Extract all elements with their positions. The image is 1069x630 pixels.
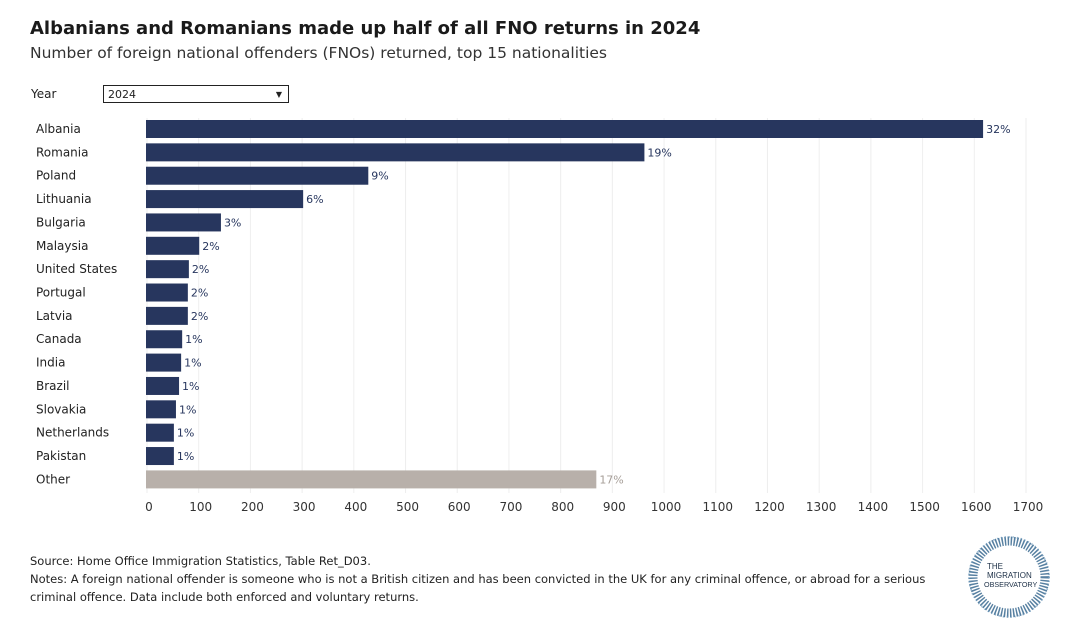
x-tick-label: 1300 xyxy=(806,500,837,514)
x-tick-label: 200 xyxy=(241,500,264,514)
footer-notes: Source: Home Office Immigration Statisti… xyxy=(30,552,960,606)
category-label: Portugal xyxy=(36,286,86,300)
x-tick-label: 100 xyxy=(189,500,212,514)
category-label: United States xyxy=(36,262,117,276)
svg-text:MIGRATION: MIGRATION xyxy=(987,571,1032,580)
year-dropdown[interactable]: 2024 ▼ xyxy=(103,85,289,103)
bar-other xyxy=(146,470,597,489)
category-label: Romania xyxy=(36,145,88,159)
x-tick-label: 700 xyxy=(499,500,522,514)
category-label: Other xyxy=(36,472,70,486)
category-label: Brazil xyxy=(36,379,70,393)
bar-latvia xyxy=(146,306,188,325)
svg-text:OBSERVATORY: OBSERVATORY xyxy=(984,580,1037,589)
bar-malaysia xyxy=(146,236,200,255)
category-label: Latvia xyxy=(36,309,73,323)
bar-lithuania xyxy=(146,190,304,209)
bar-netherlands xyxy=(146,423,174,442)
migration-observatory-logo: THE MIGRATION OBSERVATORY xyxy=(968,536,1050,618)
category-label: Albania xyxy=(36,122,81,136)
category-label: Malaysia xyxy=(36,239,88,253)
data-label: 1% xyxy=(179,403,196,416)
data-label: 2% xyxy=(191,287,208,300)
data-label: 19% xyxy=(647,146,671,159)
x-tick-label: 0 xyxy=(145,500,153,514)
category-label: Canada xyxy=(36,332,82,346)
chart-subtitle: Number of foreign national offenders (FN… xyxy=(30,44,608,62)
chart-title: Albanians and Romanians made up half of … xyxy=(30,18,701,39)
dropdown-arrow-icon: ▼ xyxy=(275,90,282,99)
category-label: Slovakia xyxy=(36,402,86,416)
data-label: 1% xyxy=(184,357,201,370)
year-dropdown-value: 2024 xyxy=(108,88,136,101)
bar-brazil xyxy=(146,376,180,395)
data-label: 2% xyxy=(192,263,209,276)
bar-romania xyxy=(146,143,645,162)
data-label: 1% xyxy=(177,427,194,440)
bar-albania xyxy=(146,120,984,138)
data-label: 17% xyxy=(599,473,623,486)
category-label: Bulgaria xyxy=(36,215,86,229)
data-label: 1% xyxy=(182,380,199,393)
x-tick-label: 300 xyxy=(293,500,316,514)
category-label: Poland xyxy=(36,169,76,183)
x-tick-label: 1600 xyxy=(961,500,992,514)
x-tick-label: 1400 xyxy=(858,500,889,514)
x-tick-label: 1200 xyxy=(754,500,785,514)
bar-pakistan xyxy=(146,447,174,466)
bar-poland xyxy=(146,166,369,185)
data-label: 2% xyxy=(191,310,208,323)
bar-bulgaria xyxy=(146,213,221,232)
year-filter-label: Year xyxy=(31,87,57,101)
x-tick-label: 1700 xyxy=(1013,500,1044,514)
source-text: Source: Home Office Immigration Statisti… xyxy=(30,554,371,568)
svg-text:THE: THE xyxy=(987,562,1003,571)
category-label: Lithuania xyxy=(36,192,92,206)
data-label: 3% xyxy=(224,216,241,229)
bar-canada xyxy=(146,330,183,349)
data-label: 6% xyxy=(306,193,323,206)
category-label: Netherlands xyxy=(36,426,109,440)
x-tick-label: 800 xyxy=(551,500,574,514)
data-label: 2% xyxy=(202,240,219,253)
bar-portugal xyxy=(146,283,188,302)
x-tick-label: 1500 xyxy=(909,500,940,514)
x-tick-label: 500 xyxy=(396,500,419,514)
bar-chart: 0 100 200 300 400 500 600 700 800 900 1000 1100 1200… xyxy=(36,118,1044,514)
bar-slovakia xyxy=(146,400,176,419)
data-label: 1% xyxy=(185,333,202,346)
category-label: India xyxy=(36,356,65,370)
bar-india xyxy=(146,353,182,372)
category-label: Pakistan xyxy=(36,449,86,463)
bar-united-states xyxy=(146,260,189,279)
x-tick-label: 600 xyxy=(448,500,471,514)
data-label: 1% xyxy=(177,450,194,463)
x-tick-label: 1100 xyxy=(702,500,733,514)
x-tick-label: 400 xyxy=(344,500,367,514)
notes-text: Notes: A foreign national offender is so… xyxy=(30,572,926,604)
data-label: 32% xyxy=(986,123,1010,136)
data-label: 9% xyxy=(371,170,388,183)
x-tick-label: 1000 xyxy=(651,500,682,514)
x-tick-label: 900 xyxy=(603,500,626,514)
